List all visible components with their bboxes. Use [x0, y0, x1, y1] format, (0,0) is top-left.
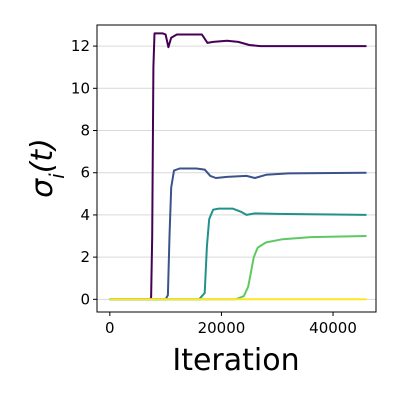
- y-tick-label: 0: [80, 290, 90, 308]
- y-tick-label: 2: [80, 248, 90, 266]
- series-layer: [109, 32, 367, 301]
- y-tick-label: 8: [80, 122, 90, 140]
- series-line-1: [109, 32, 367, 301]
- grid-layer: [97, 45, 376, 300]
- series-line-2: [109, 167, 367, 301]
- x-tick-label: 40000: [309, 319, 357, 337]
- y-tick-label: 4: [80, 206, 90, 224]
- plot-frame: [96, 24, 377, 313]
- y-tick-label: 10: [71, 79, 90, 97]
- x-tick-label: 20000: [198, 319, 246, 337]
- y-axis-label: σi(t): [25, 138, 69, 198]
- x-axis-label: Iteration: [172, 343, 299, 378]
- y-tick-label: 12: [71, 37, 90, 55]
- y-tick-label: 6: [80, 164, 90, 182]
- series-line-4: [109, 235, 367, 301]
- series-line-3: [109, 207, 367, 301]
- x-tick-label: 0: [105, 319, 115, 337]
- ticks-layer: 0 2 4 6 8 10 12 0 20000 40000: [71, 37, 357, 337]
